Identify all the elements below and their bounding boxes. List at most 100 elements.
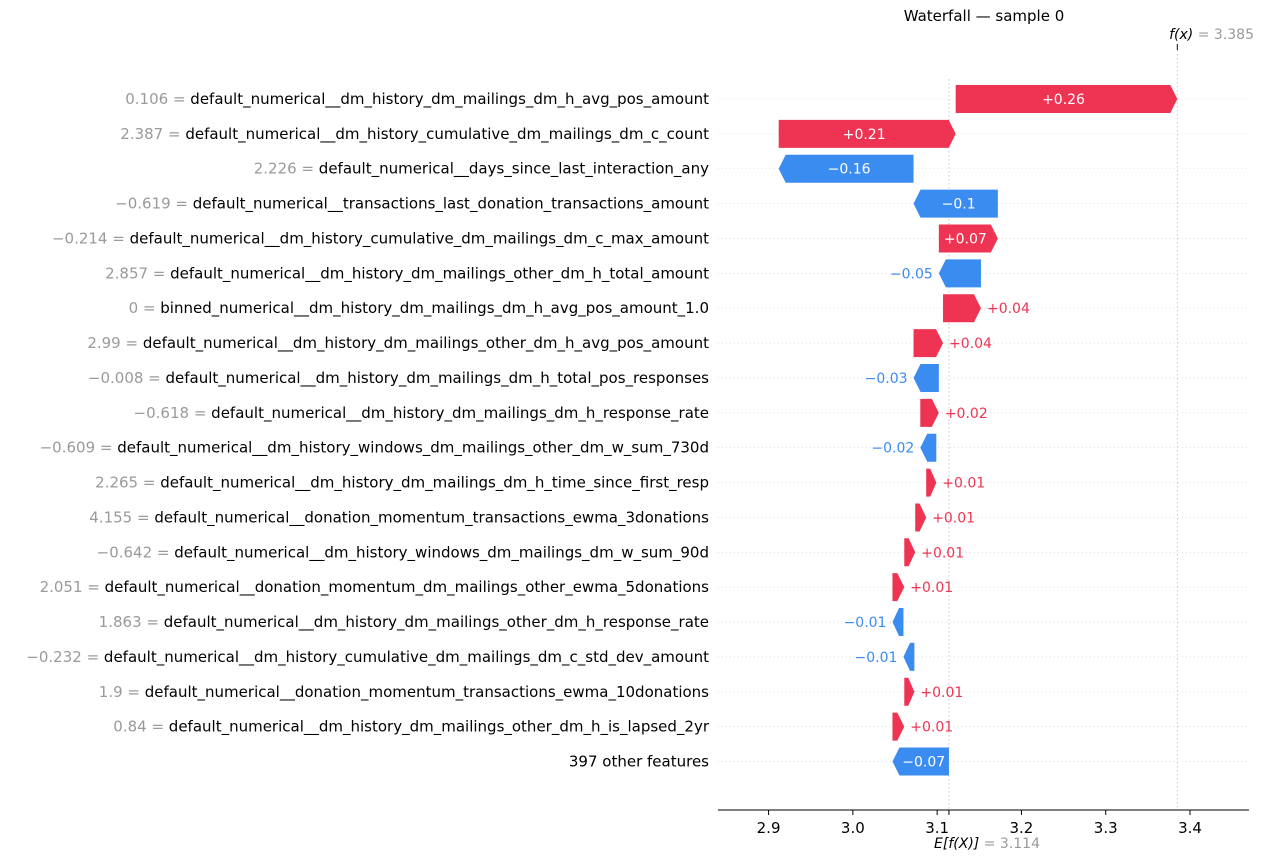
feature-name: default_numerical__dm_history_dm_mailing… (169, 718, 710, 737)
bar-value-label: +0.04 (987, 301, 1030, 317)
bar-value-label: −0.01 (844, 615, 887, 631)
waterfall-bar (778, 154, 914, 183)
feature-value: −0.618 = (134, 404, 212, 422)
feature-name: default_numerical__dm_history_dm_mailing… (170, 264, 709, 283)
feature-value: 2.226 = (254, 160, 319, 178)
waterfall-bar (915, 503, 927, 532)
feature-value: 2.051 = (40, 578, 105, 596)
feature-labels: 0.106 = default_numerical__dm_history_dm… (26, 90, 710, 771)
feature-label: 0.106 = default_numerical__dm_history_dm… (125, 90, 709, 109)
ex-value: 3.114 (1000, 836, 1040, 852)
waterfall-bar (943, 294, 981, 323)
feature-name: 397 other features (569, 753, 709, 771)
feature-value: 0.106 = (125, 90, 190, 108)
feature-value: 1.9 = (99, 683, 145, 701)
bar-value-label: +0.26 (1042, 92, 1085, 108)
feature-label: −0.618 = default_numerical__dm_history_d… (134, 404, 709, 423)
bar-value-label: +0.21 (843, 127, 886, 143)
feature-name: default_numerical__dm_history_cumulative… (104, 648, 709, 667)
feature-value: −0.214 = (52, 229, 130, 247)
feature-label: −0.232 = default_numerical__dm_history_c… (26, 648, 709, 667)
feature-name: default_numerical__dm_history_windows_dm… (174, 543, 709, 562)
feature-value: 0 = (129, 299, 161, 317)
feature-value: −0.008 = (88, 369, 166, 387)
bar-value-label: −0.07 (902, 755, 945, 771)
row-gridlines (718, 98, 1249, 762)
bar-value-label: −0.01 (855, 650, 898, 666)
feature-label: −0.008 = default_numerical__dm_history_d… (88, 369, 709, 388)
feature-label: 397 other features (569, 753, 709, 771)
feature-value: 2.99 = (87, 334, 143, 352)
waterfall-bar (938, 259, 981, 288)
bars: +0.26 +0.21 −0.16 −0.1 +0.07 −0.05 +0.04 +0.04 −… (778, 85, 1178, 776)
bar-value-label: +0.01 (910, 580, 953, 596)
waterfall-bar (920, 398, 939, 427)
feature-name: default_numerical__dm_history_cumulative… (185, 125, 709, 144)
feature-name: default_numerical__dm_history_dm_mailing… (164, 613, 709, 632)
feature-label: −0.642 = default_numerical__dm_history_w… (97, 543, 709, 562)
x-tick-label: 3.4 (1178, 819, 1202, 837)
x-tick-label: 2.9 (757, 819, 781, 837)
reference-lines (948, 44, 1178, 810)
feature-label: 2.051 = default_numerical__donation_mome… (40, 578, 710, 597)
ex-annotation: E[f(X)] = 3.114 (934, 836, 1040, 852)
feature-label: −0.609 = default_numerical__dm_history_w… (40, 439, 709, 458)
feature-name: default_numerical__donation_momentum_dm_… (105, 578, 710, 597)
bar-value-label: +0.01 (920, 685, 963, 701)
feature-name: default_numerical__dm_history_dm_mailing… (211, 404, 709, 423)
waterfall-bar (913, 363, 939, 392)
waterfall-bar (938, 224, 998, 253)
waterfall-bar (892, 573, 905, 602)
bar-value-label: −0.03 (865, 371, 908, 387)
feature-label: −0.619 = default_numerical__transactions… (115, 195, 709, 214)
feature-value: −0.619 = (115, 195, 193, 213)
bar-value-label: +0.02 (945, 406, 988, 422)
x-tick-label: 3.3 (1094, 819, 1118, 837)
feature-value: 2.387 = (120, 125, 185, 143)
feature-name: binned_numerical__dm_history_dm_mailings… (160, 299, 709, 318)
feature-label: 2.387 = default_numerical__dm_history_cu… (120, 125, 709, 144)
feature-value: −0.642 = (97, 543, 175, 561)
feature-label: 2.265 = default_numerical__dm_history_dm… (95, 474, 709, 493)
feature-label: 0 = binned_numerical__dm_history_dm_mail… (129, 299, 709, 318)
bar-value-label: −0.16 (828, 162, 871, 178)
bar-value-label: +0.01 (921, 545, 964, 561)
waterfall-bar (955, 85, 1178, 113)
ex-label: E[f(X)] (934, 836, 979, 852)
x-tick-label: 3.1 (925, 819, 949, 837)
waterfall-bar (892, 608, 904, 637)
fx-annotation: f(x) = 3.385 (1169, 27, 1254, 43)
fx-value: 3.385 (1214, 27, 1254, 43)
x-tick-label: 3.0 (841, 819, 865, 837)
feature-value: 2.265 = (95, 474, 160, 492)
feature-value: 0.84 = (113, 718, 169, 736)
feature-name: default_numerical__donation_momentum_tra… (154, 508, 709, 527)
feature-name: default_numerical__dm_history_dm_mailing… (143, 334, 709, 353)
waterfall-bar (920, 433, 937, 462)
bar-value-label: +0.01 (942, 476, 985, 492)
x-axis: 2.9 3.0 3.1 3.2 3.3 3.4 (718, 809, 1249, 837)
feature-label: 2.226 = default_numerical__days_since_la… (254, 160, 709, 179)
bar-value-label: +0.04 (949, 336, 992, 352)
feature-name: default_numerical__dm_history_dm_mailing… (190, 90, 709, 109)
waterfall-bar (913, 329, 944, 358)
bar-value-label: +0.01 (910, 720, 953, 736)
feature-name: default_numerical__dm_history_dm_mailing… (160, 474, 709, 493)
feature-label: −0.214 = default_numerical__dm_history_c… (52, 229, 709, 248)
feature-value: −0.232 = (26, 648, 104, 666)
feature-name: default_numerical__donation_momentum_tra… (145, 683, 709, 702)
waterfall-bar (778, 119, 956, 148)
feature-value: −0.609 = (40, 439, 118, 457)
bar-value-label: −0.05 (890, 266, 933, 282)
feature-name: default_numerical__transactions_last_don… (193, 195, 709, 214)
waterfall-bar (913, 189, 998, 218)
feature-value: 4.155 = (89, 508, 154, 526)
x-tick-label: 3.2 (1009, 819, 1033, 837)
feature-label: 2.99 = default_numerical__dm_history_dm_… (87, 334, 709, 353)
feature-label: 4.155 = default_numerical__donation_mome… (89, 508, 709, 527)
feature-label: 1.9 = default_numerical__donation_moment… (99, 683, 709, 702)
feature-value: 1.863 = (99, 613, 164, 631)
svg-text:f(x) = 3.385: f(x) = 3.385 (1169, 27, 1254, 43)
feature-name: default_numerical__dm_history_windows_dm… (117, 439, 709, 458)
